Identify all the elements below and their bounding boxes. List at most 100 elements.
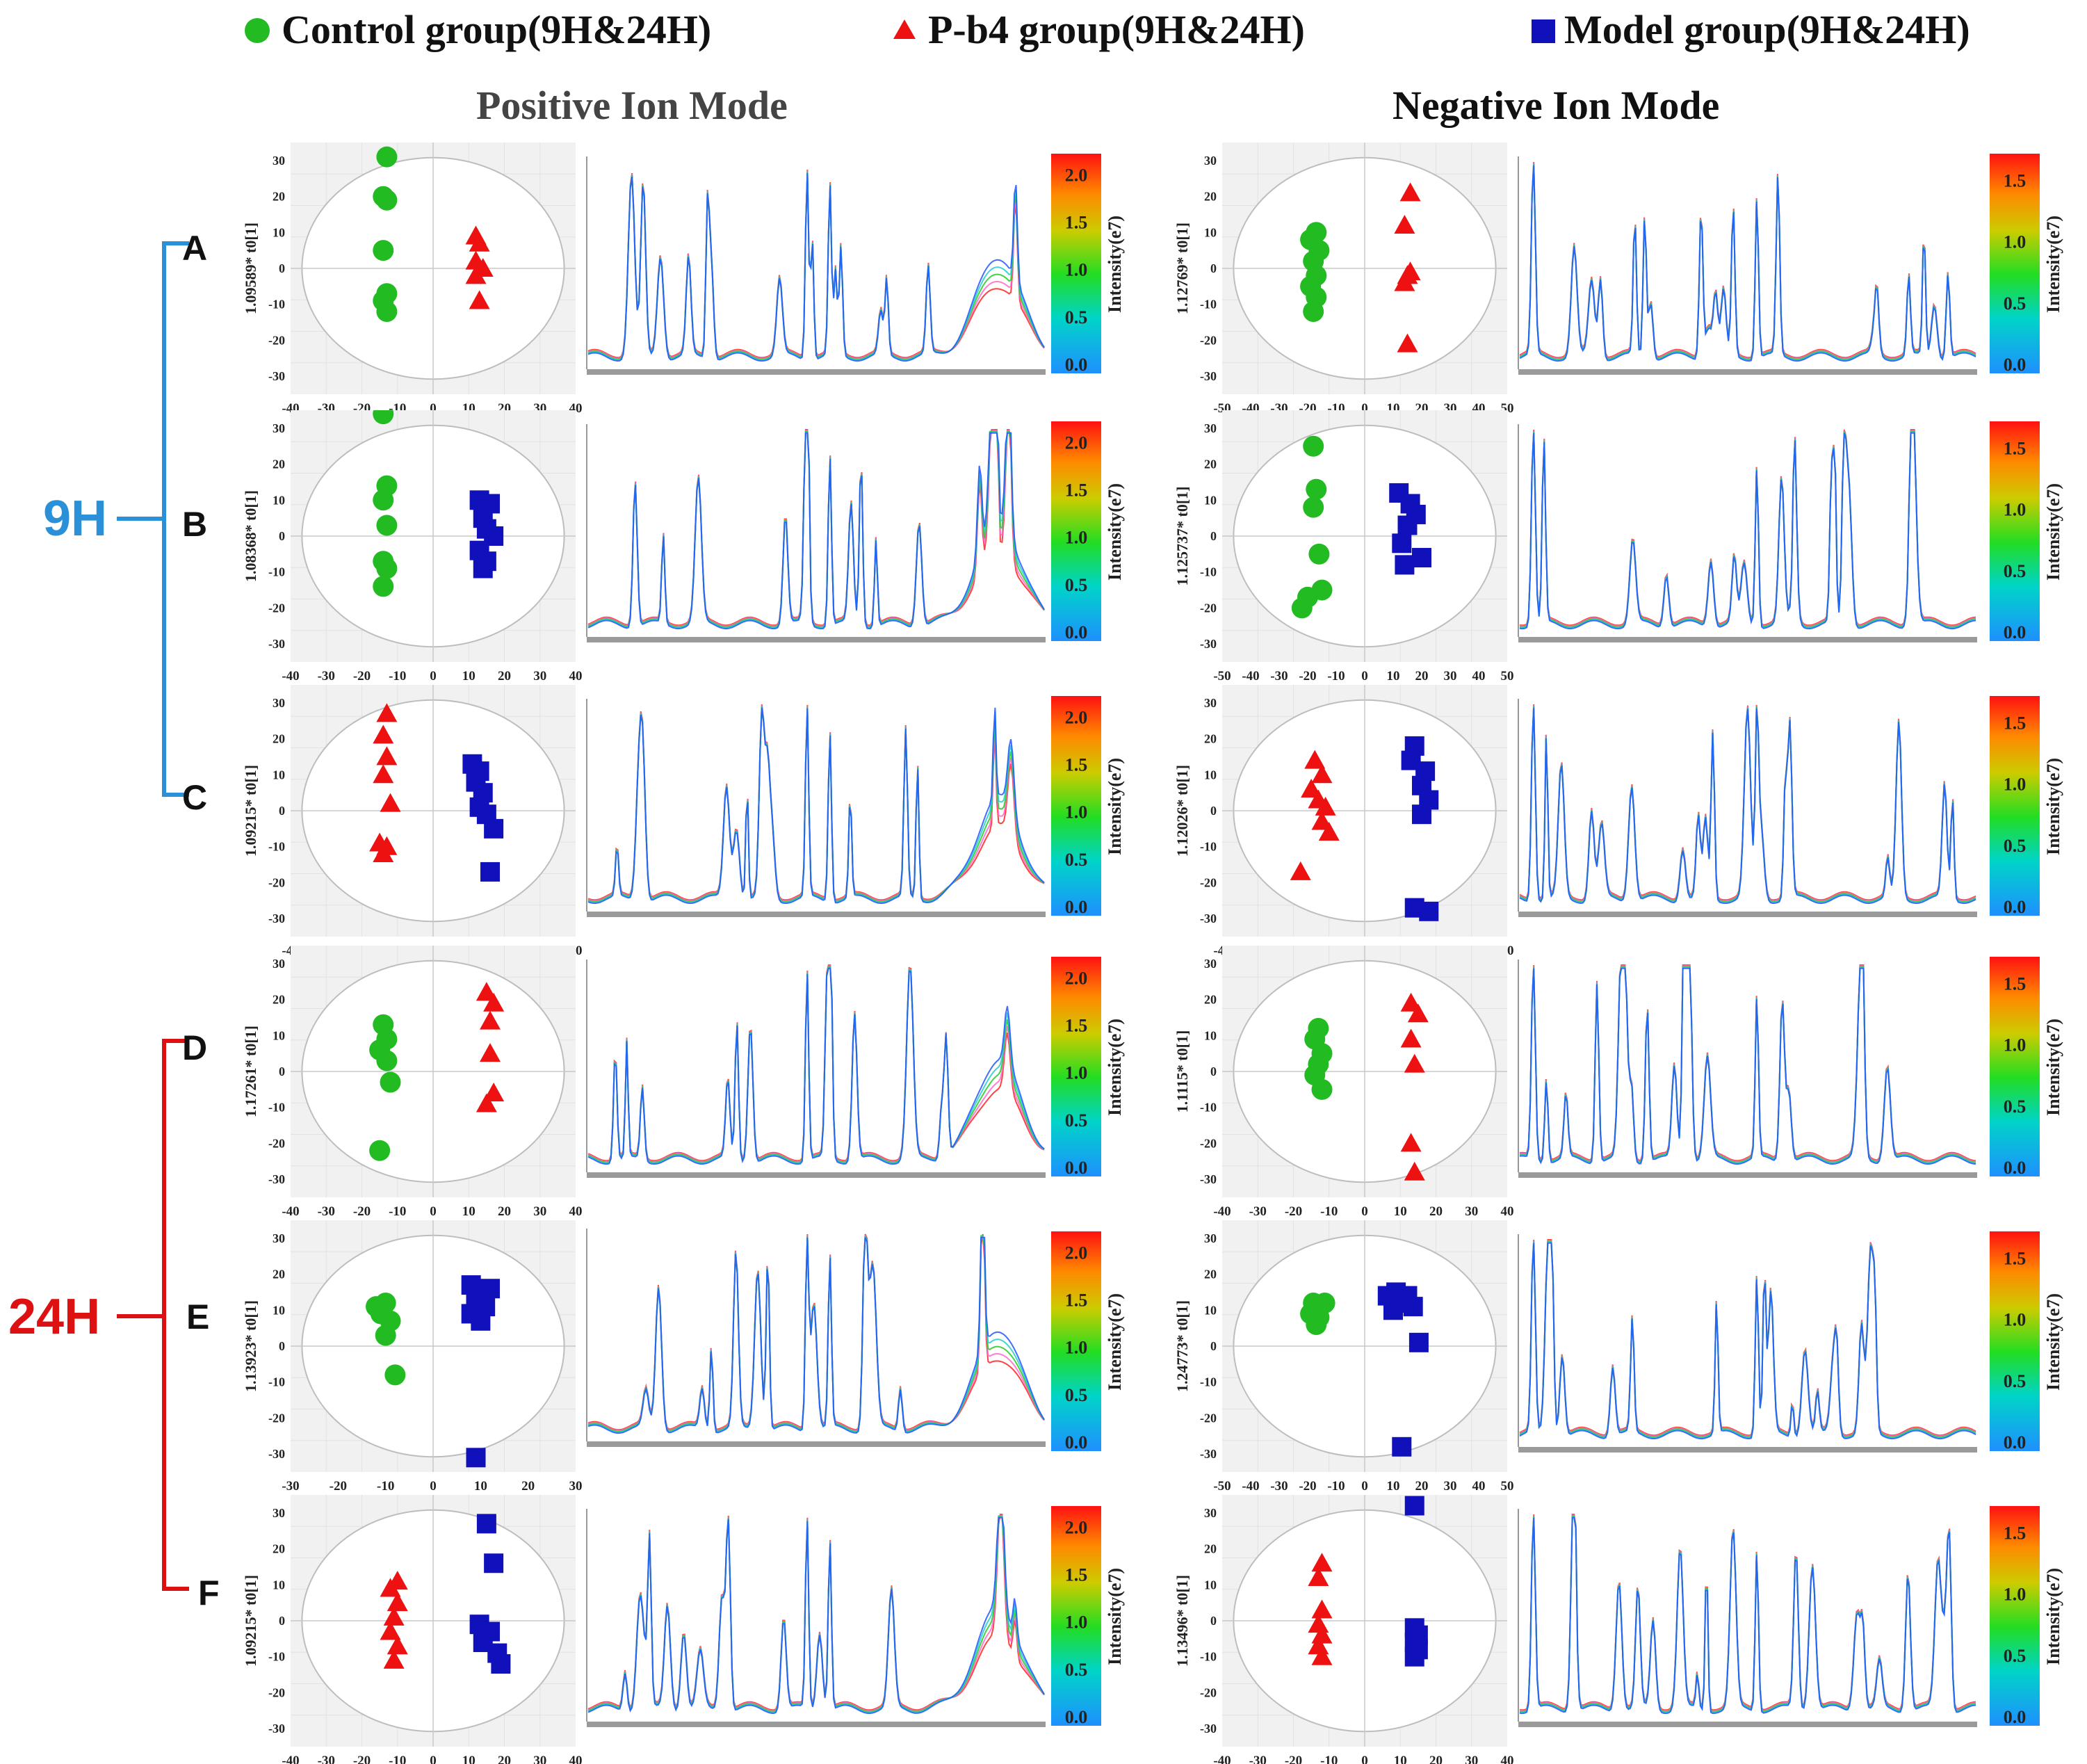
x-tick-label: -20 [1285,1204,1302,1219]
colorbar-negative-0: 0.0 0.5 1.0 1.5 Intensity(e7) [1990,154,2063,375]
y-tick-label: 10 [273,493,285,507]
legend-marker-model [1532,19,1555,43]
y-tick-label: 20 [1204,1542,1217,1556]
y-tick-label: 0 [279,804,285,818]
data-point-control [369,1140,391,1161]
y-tick-label: 20 [273,993,285,1007]
x-tick-label: -10 [1327,1479,1345,1494]
mass-spectrum-negative-4 [1518,1234,1977,1453]
y-axis-label: 1.24773* t0[1] [1174,1300,1191,1392]
colorbar-label: Intensity(e7) [1105,1568,1125,1665]
x-tick-label: 10 [462,669,476,683]
colorbar-label: Intensity(e7) [1105,758,1125,855]
data-point-pb4 [373,725,394,744]
y-tick-label: 10 [1204,1028,1217,1042]
spectrum-trace [1519,966,1976,1164]
y-tick-label: -20 [1200,1685,1217,1699]
colorbar-gradient [1051,1231,1101,1451]
x-tick-label: 30 [1465,1754,1478,1764]
spectrum-trace [1519,1515,1976,1713]
colorbar-tick: 0.0 [1065,355,1088,375]
legend-label-model: Model group(9H&24H) [1564,7,1970,52]
data-point-control [376,558,398,579]
row-letter-d: D [182,1028,208,1067]
y-axis-label: 1.09589* t0[1] [242,222,259,314]
spectrum-trace [587,431,1045,629]
x-tick-label: -30 [1270,669,1288,683]
mass-spectrum-negative-5 [1518,1509,1977,1727]
y-tick-label: -30 [1200,1722,1217,1735]
x-tick-label: 0 [1361,1479,1368,1494]
x-tick-label: 30 [1465,1204,1478,1219]
spectrum-trace [1519,1241,1976,1439]
data-point-model [1383,1300,1403,1320]
x-tick-label: 40 [569,1204,583,1219]
x-tick-label: 10 [1387,1479,1400,1494]
x-tick-label: 0 [430,669,437,683]
x-tick-label: 30 [1444,1479,1457,1494]
spectrum-trace [1519,1239,1976,1437]
y-tick-label: 0 [1210,261,1217,275]
colorbar-tick: 0.5 [1065,1385,1088,1405]
spectrum-trace [587,430,1045,628]
x-tick-label: 30 [533,669,546,683]
y-tick-label: -30 [268,912,285,925]
mass-spectrum-positive-0 [586,156,1046,375]
colorbar-label: Intensity(e7) [1105,483,1125,581]
colorbar-label: Intensity(e7) [2043,483,2063,581]
data-point-control [376,301,398,323]
x-tick-label: 40 [1501,1754,1514,1764]
mass-spectrum-negative-3 [1518,960,1977,1178]
data-point-control [373,410,394,425]
colorbar-tick: 1.0 [2004,1035,2027,1055]
x-tick-label: 30 [569,1479,583,1494]
spectrum-trace [1519,964,1976,1162]
spectrum-trace [1519,1240,1976,1437]
colorbar-tick: 0.5 [2004,836,2027,856]
pca-score-plot-negative-c: 3020100-10-20-30-40-30-20-100102030401.0… [1174,685,1514,980]
colorbar-tick: 0.5 [2004,1097,2027,1117]
colorbar-positive-1: 0.0 0.5 1.0 1.5 2.0 Intensity(e7) [1051,421,1125,642]
spectrum-trace [1519,163,1976,360]
spectrum-trace [587,965,1045,1163]
colorbar-tick: 0.5 [2004,1646,2027,1666]
colorbar-label: Intensity(e7) [1105,1293,1125,1391]
data-point-control [1306,478,1327,500]
y-axis-label: 1.13923* t0[1] [242,1300,259,1392]
colorbar-gradient [1051,1506,1101,1726]
data-point-pb4 [373,843,394,863]
data-point-pb4 [465,265,487,284]
row-letter-f: F [198,1573,220,1612]
y-tick-label: -10 [1200,565,1217,579]
spectrum-baseline [1518,1172,1977,1178]
colorbar-tick: 0.5 [1065,575,1088,595]
x-tick-label: -20 [353,1204,371,1219]
spectrum-trace [1519,1516,1976,1715]
x-tick-label: 0 [1361,1204,1368,1219]
data-point-pb4 [1404,1053,1425,1073]
y-axis-label: 1.09215* t0[1] [242,1575,259,1667]
x-tick-label: 0 [430,1754,437,1764]
y-tick-label: -10 [268,1375,285,1389]
y-axis-label: 1.09215* t0[1] [242,765,259,857]
y-tick-label: -10 [268,1650,285,1664]
colorbar-gradient [1990,154,2040,373]
x-tick-label: -10 [1320,1204,1338,1219]
x-tick-label: -20 [1285,1754,1302,1764]
data-point-pb4 [376,746,398,766]
data-point-control [373,576,394,597]
colorbar-tick: 1.5 [1065,1290,1088,1310]
x-tick-label: -50 [1213,669,1231,683]
data-point-pb4 [1400,1133,1422,1152]
data-point-control [1303,496,1324,518]
colorbar-negative-5: 0.0 0.5 1.0 1.5 Intensity(e7) [1990,1506,2063,1727]
x-tick-label: -10 [1320,1754,1338,1764]
data-point-pb4 [1311,1553,1333,1572]
x-tick-label: 20 [498,1204,511,1219]
mass-spectrum-negative-2 [1518,699,1977,917]
spectrum-trace [587,705,1045,902]
spectrum-trace [587,706,1045,903]
spectrum-trace [1519,966,1976,1163]
data-point-model [471,1311,491,1331]
bracket-9h [117,241,189,797]
